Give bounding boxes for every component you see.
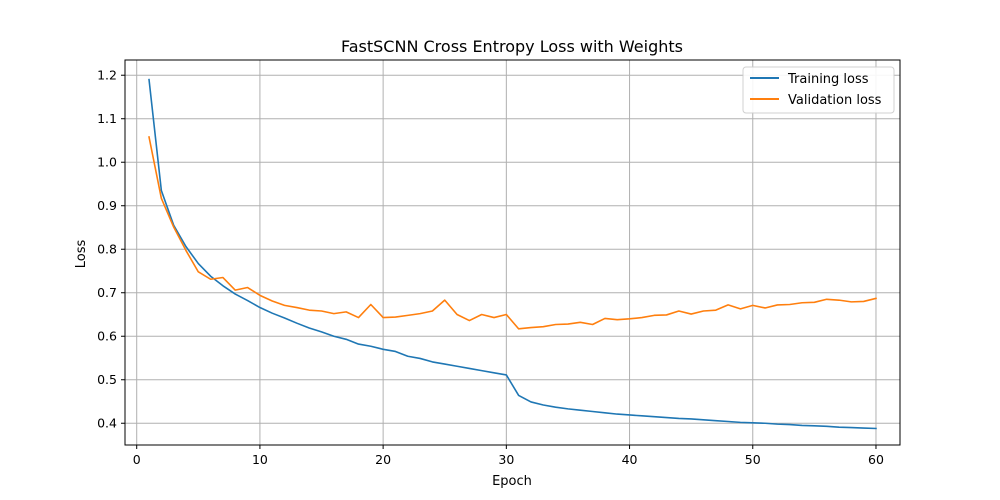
x-tick-label: 50 (745, 452, 761, 467)
legend-label-training: Training loss (787, 72, 869, 87)
y-tick-label: 0.6 (97, 329, 117, 344)
y-tick-label: 0.7 (97, 285, 117, 300)
legend: Training loss Validation loss (742, 66, 895, 114)
legend-label-validation: Validation loss (788, 93, 882, 108)
validation-loss-line (148, 136, 877, 330)
series-lines (148, 78, 877, 430)
x-tick-label: 0 (133, 452, 141, 467)
x-tick-label: 10 (252, 452, 268, 467)
plot-frame (124, 59, 901, 446)
y-tick-label: 1.1 (97, 111, 117, 126)
y-axis-label: Loss (74, 240, 89, 269)
y-tick-label: 1.0 (97, 155, 117, 170)
legend-box (742, 66, 895, 114)
y-tick-label: 1.2 (97, 68, 117, 83)
chart-title: FastSCNN Cross Entropy Loss with Weights (341, 37, 683, 56)
x-tick-label: 20 (375, 452, 391, 467)
x-tick-label: 60 (868, 452, 884, 467)
y-tick-label: 0.9 (97, 198, 117, 213)
y-tick-label: 0.5 (97, 372, 117, 387)
x-tick-label: 30 (498, 452, 514, 467)
x-axis-label: Epoch (492, 474, 532, 489)
y-tick-label: 0.8 (97, 242, 117, 257)
axis-ticks: 0 10 20 30 40 50 60 0.4 0.5 0.6 0.7 0.8 0.9 1.0 1.1 1.2 (97, 68, 884, 467)
x-tick-label: 40 (622, 452, 638, 467)
training-loss-line (148, 78, 877, 430)
y-tick-label: 0.4 (97, 416, 117, 431)
grid-lines (125, 60, 900, 445)
